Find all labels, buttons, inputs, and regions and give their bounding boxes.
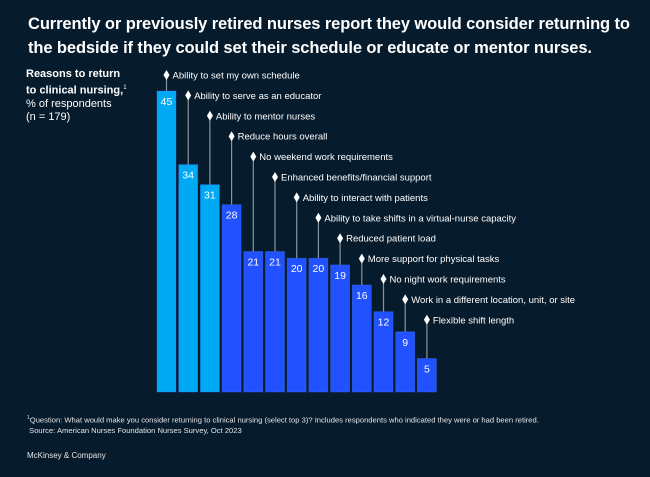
chart-title: Currently or previously retired nurses r… (28, 15, 630, 57)
bar (395, 331, 416, 393)
diamond-marker-icon (228, 131, 235, 142)
bar-value-label: 34 (182, 170, 194, 182)
diamond-marker-icon (206, 110, 213, 121)
bar (351, 284, 372, 393)
bar-value-label: 31 (204, 190, 216, 202)
bar (221, 204, 242, 393)
category-label: No weekend work requirements (259, 152, 393, 163)
bar (308, 257, 329, 393)
bar-value-label: 21 (247, 257, 259, 269)
bar-value-label: 16 (356, 290, 368, 302)
category-label: Reduced patient load (346, 234, 436, 245)
bar-value-label: 21 (269, 257, 281, 269)
bar (156, 90, 177, 393)
bar-value-label: 12 (378, 317, 390, 329)
footnote-number: 1 (27, 415, 30, 421)
bar-value-label: 5 (424, 364, 430, 376)
category-label: Ability to serve as an educator (194, 91, 321, 102)
footnote-source: Source: American Nurses Foundation Nurse… (29, 425, 242, 435)
bar (200, 184, 220, 393)
category-label: Ability to interact with patients (303, 193, 428, 204)
subhead-sample: (n = 179) (26, 111, 71, 124)
category-label: Ability to take shifts in a virtual-nurs… (324, 213, 516, 224)
footnote-question: Question: What would make you consider r… (29, 415, 539, 425)
diamond-marker-icon (337, 233, 344, 244)
diamond-marker-icon (185, 90, 192, 101)
bar (243, 251, 264, 393)
bar (417, 358, 437, 393)
diamond-marker-icon (315, 212, 322, 223)
footnote-marker: 1 (123, 84, 127, 91)
diamond-marker-icon (358, 253, 365, 264)
category-label: Reduce hours overall (238, 132, 328, 143)
category-label: Work in a different location, unit, or s… (411, 295, 575, 306)
diamond-marker-icon (163, 70, 170, 80)
bar (178, 164, 199, 393)
category-label: Ability to set my own schedule (173, 71, 300, 82)
footnote: 1Question: What would make you consider … (27, 413, 539, 436)
category-label: Flexible shift length (433, 315, 514, 326)
category-label: Ability to mentor nurses (216, 111, 316, 122)
diamond-marker-icon (402, 294, 409, 305)
bar-value-label: 45 (161, 96, 173, 108)
bar-value-label: 19 (334, 270, 346, 282)
bar-value-label: 28 (226, 210, 238, 222)
category-label: More support for physical tasks (368, 254, 500, 265)
category-label: Enhanced benefits/financial support (281, 173, 432, 184)
bar (265, 251, 285, 393)
bar-value-label: 20 (291, 263, 303, 275)
diamond-marker-icon (423, 314, 430, 325)
diamond-marker-icon (250, 151, 257, 162)
bar-value-label: 20 (313, 263, 325, 275)
diamond-marker-icon (380, 274, 387, 284)
bar (330, 264, 350, 393)
bar (373, 311, 394, 393)
bar-value-label: 9 (402, 337, 408, 349)
subhead-line2: to clinical nursing, (26, 84, 124, 97)
chart-subhead: Reasons to return to clinical nursing,1 … (26, 68, 156, 125)
brand-name: McKinsey & Company (27, 451, 106, 460)
bar (286, 257, 307, 393)
diamond-marker-icon (293, 192, 300, 203)
diamond-marker-icon (272, 172, 278, 182)
subhead-line1: Reasons to return (26, 68, 121, 80)
subhead-unit: % of respondents (26, 97, 112, 110)
category-label: No night work requirements (390, 275, 506, 286)
